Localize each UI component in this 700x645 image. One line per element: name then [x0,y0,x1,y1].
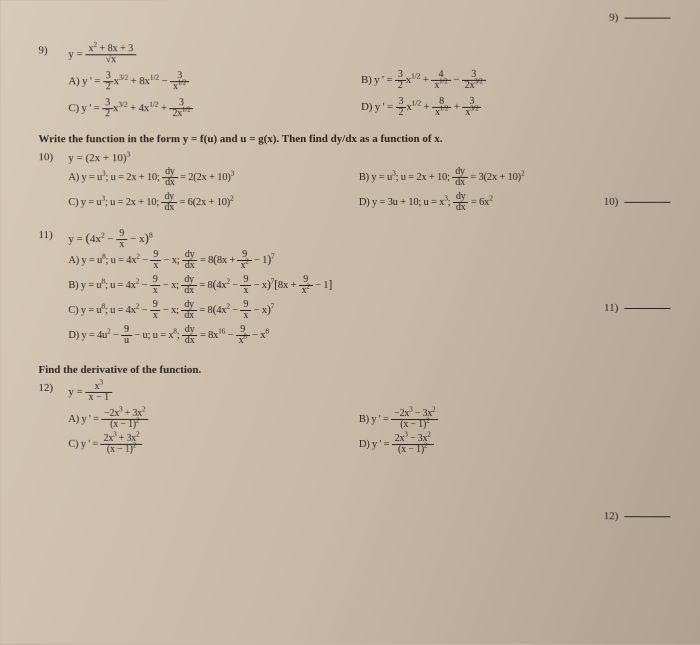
q10-stem: y = (2x + 10)3 [68,151,130,167]
blank-9-num: 9) [609,12,618,24]
question-12: 12) y = x3x − 1 A) y ' = −2x3 + 3x2(x − … [38,382,674,459]
question-10: 10) y = (2x + 10)3 A) y = u3; u = 2x + 1… [38,151,674,217]
q11-choice-a: A) y = u8; u = 4x2 − 9x − x; dydx = 8(8x… [68,250,674,271]
q9-choice-b: B) y ' = 32x1/2 + 4x1/2 − 32x3/2 [361,70,674,91]
question-11: 11) y = (4x2 − 9x − x)8 A) y = u8; u = 4… [38,229,674,350]
q12-number: 12) [38,382,68,403]
q9-stem: y = x2 + 8x + 3√x [68,44,136,65]
q11-choice-c: C) y = u8; u = 4x2 − 9x − x; dydx = 8(4x… [68,300,674,321]
q10-choice-b: B) y = u3; u = 2x + 10; dydx = 3(2x + 10… [359,167,650,188]
q12-stem: y = x3x − 1 [68,382,112,403]
section-10-heading: Write the function in the form y = f(u) … [38,133,674,146]
q12-choice-c: C) y ' = 2x3 + 3x2(x − 1)2 [68,434,359,455]
q11-choice-d: D) y = 4u2 − 9u − u; u = x8; dydx = 8x16… [68,325,674,346]
blank-12-num: 12) [604,510,619,522]
blank-9: 9) [609,12,670,24]
q12-choice-a: A) y ' = −2x3 + 3x2(x − 1)2 [68,409,359,430]
q12-choice-b: B) y ' = −2x3 − 3x2(x − 1)2 [359,409,650,430]
question-9: 9) y = x2 + 8x + 3√x A) y ' = 32x3/2 + 8… [38,44,674,120]
q10-number: 10) [38,151,68,167]
blank-12: 12) [604,510,671,522]
page: 9) 10) 11) 12) 9) y = x2 + 8x + 3√x A) y… [1,0,700,644]
q9-choice-a: A) y ' = 32x3/2 + 8x1/2 − 3x1/2 [68,71,351,92]
q10-choice-a: A) y = u3; u = 2x + 10; dydx = 2(2x + 10… [68,167,359,188]
q10-choice-c: C) y = u3; u = 2x + 10; dydx = 6(2x + 10… [68,192,359,213]
q9-number: 9) [38,44,68,65]
q11-stem: y = (4x2 − 9x − x)8 [68,229,152,250]
q11-number: 11) [38,229,68,250]
section-12-heading: Find the derivative of the function. [38,364,674,376]
q12-choice-d: D) y ' = 2x3 − 3x2(x − 1)2 [359,434,650,455]
q9-choice-d: D) y ' = 32x1/2 + 8x1/2 + 3x3/2 [361,97,674,118]
blank-line [624,18,670,19]
q11-choice-b: B) y = u8; u = 4x2 − 9x − x; dydx = 8(4x… [68,275,674,296]
blank-line [624,516,670,517]
q9-choice-c: C) y ' = 32x3/2 + 4x1/2 + 32x1/2 [68,98,351,119]
q10-choice-d: D) y = 3u + 10; u = x3; dydx = 6x2 [359,192,650,213]
